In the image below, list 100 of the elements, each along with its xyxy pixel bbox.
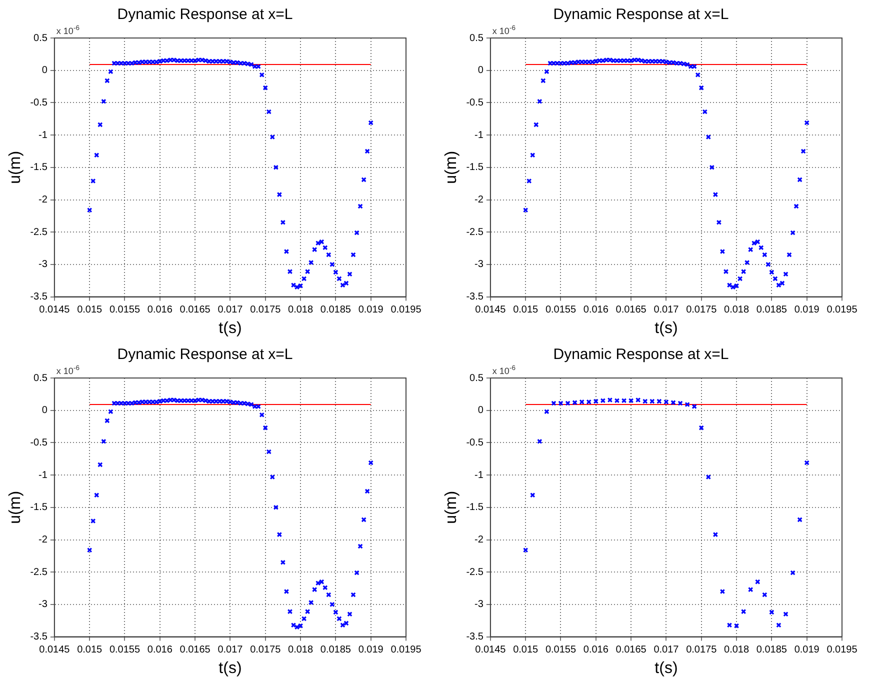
point (754, 579, 760, 584)
point (706, 474, 712, 480)
point (579, 399, 584, 405)
y-tick-label: -2.5 (466, 566, 484, 578)
y-tick-label: -2 (38, 534, 48, 546)
y-tick-label: -3.5 (30, 292, 48, 303)
point (804, 460, 810, 466)
x-tick-label: 0.0195 (390, 304, 422, 316)
x-tick-label: 0.019 (794, 644, 820, 656)
point (748, 586, 754, 592)
x-tick-label: 0.0155 (109, 644, 140, 656)
x-tick-label: 0.0175 (250, 304, 282, 316)
x-tick-label: 0.015 (513, 304, 539, 316)
x-tick-label: 0.018 (724, 644, 750, 656)
point (664, 399, 669, 405)
point (734, 623, 740, 628)
point (558, 400, 564, 406)
x-tick-label: 0.016 (583, 304, 609, 316)
point (614, 398, 620, 404)
y-tick-label: -0.5 (30, 97, 48, 108)
y-tick-label: -1 (474, 470, 484, 481)
x-tick-label: 0.017 (218, 304, 244, 316)
x-tick-label: 0.016 (147, 304, 173, 316)
y-tick-label: -0.5 (466, 97, 484, 108)
x-tick-label: 0.017 (654, 644, 680, 656)
y-axis-title: u(m) (443, 490, 460, 524)
y-tick-label: -2 (38, 194, 48, 206)
x-tick-label: 0.0175 (686, 644, 718, 656)
point (762, 592, 768, 598)
y-tick-label: -2.5 (466, 226, 484, 238)
y-tick-label: -3.5 (466, 292, 484, 303)
point (537, 438, 542, 444)
point (790, 570, 796, 576)
x-tick-label: 0.016 (147, 644, 173, 656)
point (607, 397, 613, 403)
x-tick-label: 0.0185 (756, 644, 788, 656)
y-tick-label: -2.5 (30, 566, 48, 578)
y-tick-label: 0.5 (34, 32, 48, 44)
y-tick-label: 0 (42, 405, 48, 416)
x-tick-label: 0.0195 (826, 644, 858, 656)
x-tick-label: 0.0165 (180, 304, 211, 316)
y-tick-label: 0 (478, 65, 484, 76)
y-axis-title: u(m) (443, 150, 460, 184)
y-tick-label: -1.5 (30, 162, 48, 174)
x-axis-title: t(s) (218, 320, 242, 337)
x-tick-label: 0.0145 (39, 304, 70, 316)
x-tick-label: 0.019 (358, 304, 384, 316)
point (783, 612, 788, 617)
point (670, 400, 676, 406)
y-tick-label: -1.5 (30, 502, 48, 514)
y-tick-label: -2 (474, 194, 484, 206)
point (628, 398, 634, 404)
x-tick-label: 0.0195 (390, 644, 422, 656)
point (678, 400, 683, 406)
x-tick-label: 0.0165 (616, 304, 647, 316)
x-tick-label: 0.0145 (475, 644, 506, 656)
x-tick-label: 0.0155 (109, 304, 140, 316)
point (530, 492, 536, 498)
x-tick-label: 0.017 (654, 304, 680, 316)
point (642, 398, 648, 404)
y-tick-label: -2.5 (30, 226, 48, 238)
x-tick-label: 0.015 (513, 644, 539, 656)
x-tick-label: 0.018 (288, 304, 314, 316)
point (551, 400, 556, 406)
chart-title: Dynamic Response at x=L (553, 6, 729, 24)
point (797, 517, 802, 522)
x-axis-title: t(s) (654, 320, 678, 337)
chart-title: Dynamic Response at x=L (117, 346, 293, 364)
point (712, 532, 718, 538)
x-tick-label: 0.0165 (616, 644, 647, 656)
y-tick-label: -3 (38, 599, 48, 610)
point (544, 409, 550, 414)
x-tick-label: 0.0185 (320, 644, 352, 656)
x-tick-label: 0.0145 (39, 644, 70, 656)
point (776, 622, 782, 628)
x-tick-label: 0.018 (288, 644, 314, 656)
x-tick-label: 0.0165 (180, 644, 211, 656)
y-tick-label: 0 (42, 65, 48, 76)
x-tick-label: 0.016 (583, 644, 609, 656)
y-tick-label: 0 (478, 405, 484, 416)
y-tick-label: -3.5 (30, 632, 48, 643)
point (522, 547, 528, 553)
point (635, 397, 641, 403)
point (586, 399, 592, 405)
point (684, 402, 690, 408)
x-tick-label: 0.015 (77, 644, 103, 656)
point (565, 400, 570, 406)
point (621, 398, 627, 404)
point (726, 622, 732, 628)
x-tick-label: 0.0155 (545, 644, 576, 656)
x-tick-label: 0.015 (77, 304, 103, 316)
point (692, 404, 697, 410)
point (769, 610, 774, 615)
point (600, 398, 606, 404)
point (720, 588, 726, 594)
y-tick-label: -3 (474, 259, 484, 270)
point (740, 608, 746, 614)
y-tick-label: -1 (474, 130, 484, 141)
y-tick-label: -3 (474, 599, 484, 610)
x-axis-title: t(s) (654, 660, 678, 677)
